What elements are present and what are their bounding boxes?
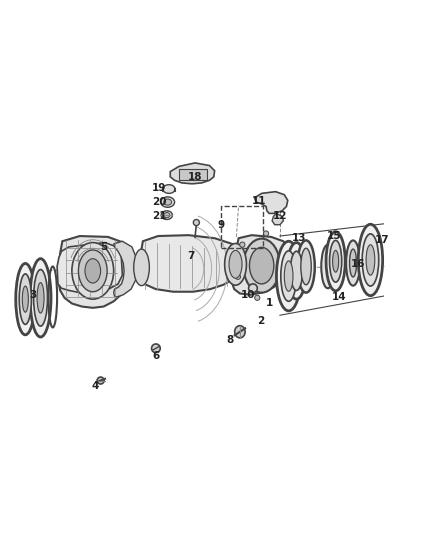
Bar xyxy=(179,169,207,180)
Ellipse shape xyxy=(366,245,375,275)
Polygon shape xyxy=(170,163,215,184)
Polygon shape xyxy=(57,243,122,293)
Polygon shape xyxy=(58,236,132,308)
Ellipse shape xyxy=(240,242,245,247)
Ellipse shape xyxy=(329,240,342,282)
Ellipse shape xyxy=(263,231,268,236)
Ellipse shape xyxy=(193,220,199,225)
Ellipse shape xyxy=(244,239,280,293)
Ellipse shape xyxy=(152,344,160,353)
Text: 16: 16 xyxy=(351,260,366,269)
Ellipse shape xyxy=(97,377,104,384)
Ellipse shape xyxy=(276,241,301,311)
Ellipse shape xyxy=(19,274,32,325)
Text: 9: 9 xyxy=(218,220,225,230)
Text: 13: 13 xyxy=(291,233,306,243)
Text: 5: 5 xyxy=(100,242,107,252)
Ellipse shape xyxy=(321,245,334,288)
Polygon shape xyxy=(138,235,240,292)
Text: 19: 19 xyxy=(152,183,166,193)
Ellipse shape xyxy=(34,270,47,326)
Ellipse shape xyxy=(78,250,107,292)
Text: 15: 15 xyxy=(327,231,342,241)
Text: 18: 18 xyxy=(188,172,202,182)
Ellipse shape xyxy=(30,259,51,337)
Text: 8: 8 xyxy=(226,335,233,345)
Ellipse shape xyxy=(279,284,283,289)
Text: 2: 2 xyxy=(257,316,264,326)
Ellipse shape xyxy=(164,199,172,205)
Ellipse shape xyxy=(326,232,345,291)
Ellipse shape xyxy=(284,261,293,292)
Ellipse shape xyxy=(362,234,379,286)
Text: 21: 21 xyxy=(152,211,166,221)
Ellipse shape xyxy=(249,284,257,293)
Ellipse shape xyxy=(161,211,173,220)
Polygon shape xyxy=(232,235,290,295)
Ellipse shape xyxy=(163,184,175,193)
Text: 6: 6 xyxy=(152,351,159,361)
Ellipse shape xyxy=(358,224,383,296)
Ellipse shape xyxy=(290,251,303,290)
Polygon shape xyxy=(254,192,288,213)
Ellipse shape xyxy=(235,326,245,338)
Ellipse shape xyxy=(16,263,35,335)
Ellipse shape xyxy=(287,243,306,299)
Text: 12: 12 xyxy=(273,212,287,221)
Ellipse shape xyxy=(72,243,114,299)
Ellipse shape xyxy=(301,248,311,285)
Polygon shape xyxy=(272,213,283,225)
Ellipse shape xyxy=(332,251,339,272)
Text: 11: 11 xyxy=(252,196,266,206)
Bar xyxy=(221,206,262,248)
Ellipse shape xyxy=(37,282,44,313)
Ellipse shape xyxy=(250,247,274,284)
Ellipse shape xyxy=(229,251,242,278)
Ellipse shape xyxy=(22,286,28,312)
Ellipse shape xyxy=(297,240,315,293)
Text: 20: 20 xyxy=(152,197,166,207)
Ellipse shape xyxy=(283,252,288,257)
Ellipse shape xyxy=(254,295,260,301)
Ellipse shape xyxy=(350,249,357,277)
Ellipse shape xyxy=(134,249,149,286)
Text: 10: 10 xyxy=(241,290,255,300)
Text: 14: 14 xyxy=(332,292,346,302)
Polygon shape xyxy=(114,241,137,297)
Text: 4: 4 xyxy=(91,381,99,391)
Ellipse shape xyxy=(164,213,170,218)
Ellipse shape xyxy=(85,259,101,283)
Ellipse shape xyxy=(346,240,360,286)
Ellipse shape xyxy=(281,251,297,301)
Text: 17: 17 xyxy=(375,236,389,245)
Text: 7: 7 xyxy=(187,251,194,261)
Text: 3: 3 xyxy=(29,290,36,300)
Ellipse shape xyxy=(161,197,175,207)
Text: 1: 1 xyxy=(265,298,273,309)
Ellipse shape xyxy=(225,244,247,285)
Ellipse shape xyxy=(235,274,240,279)
